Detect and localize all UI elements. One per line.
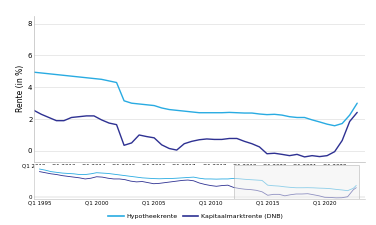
Bar: [233, 165, 359, 199]
Legend: Hypotheekrente, Kapitaalmarktrente (DNB): Hypotheekrente, Kapitaalmarktrente (DNB): [106, 212, 285, 222]
Y-axis label: Rente (in %): Rente (in %): [16, 65, 25, 112]
